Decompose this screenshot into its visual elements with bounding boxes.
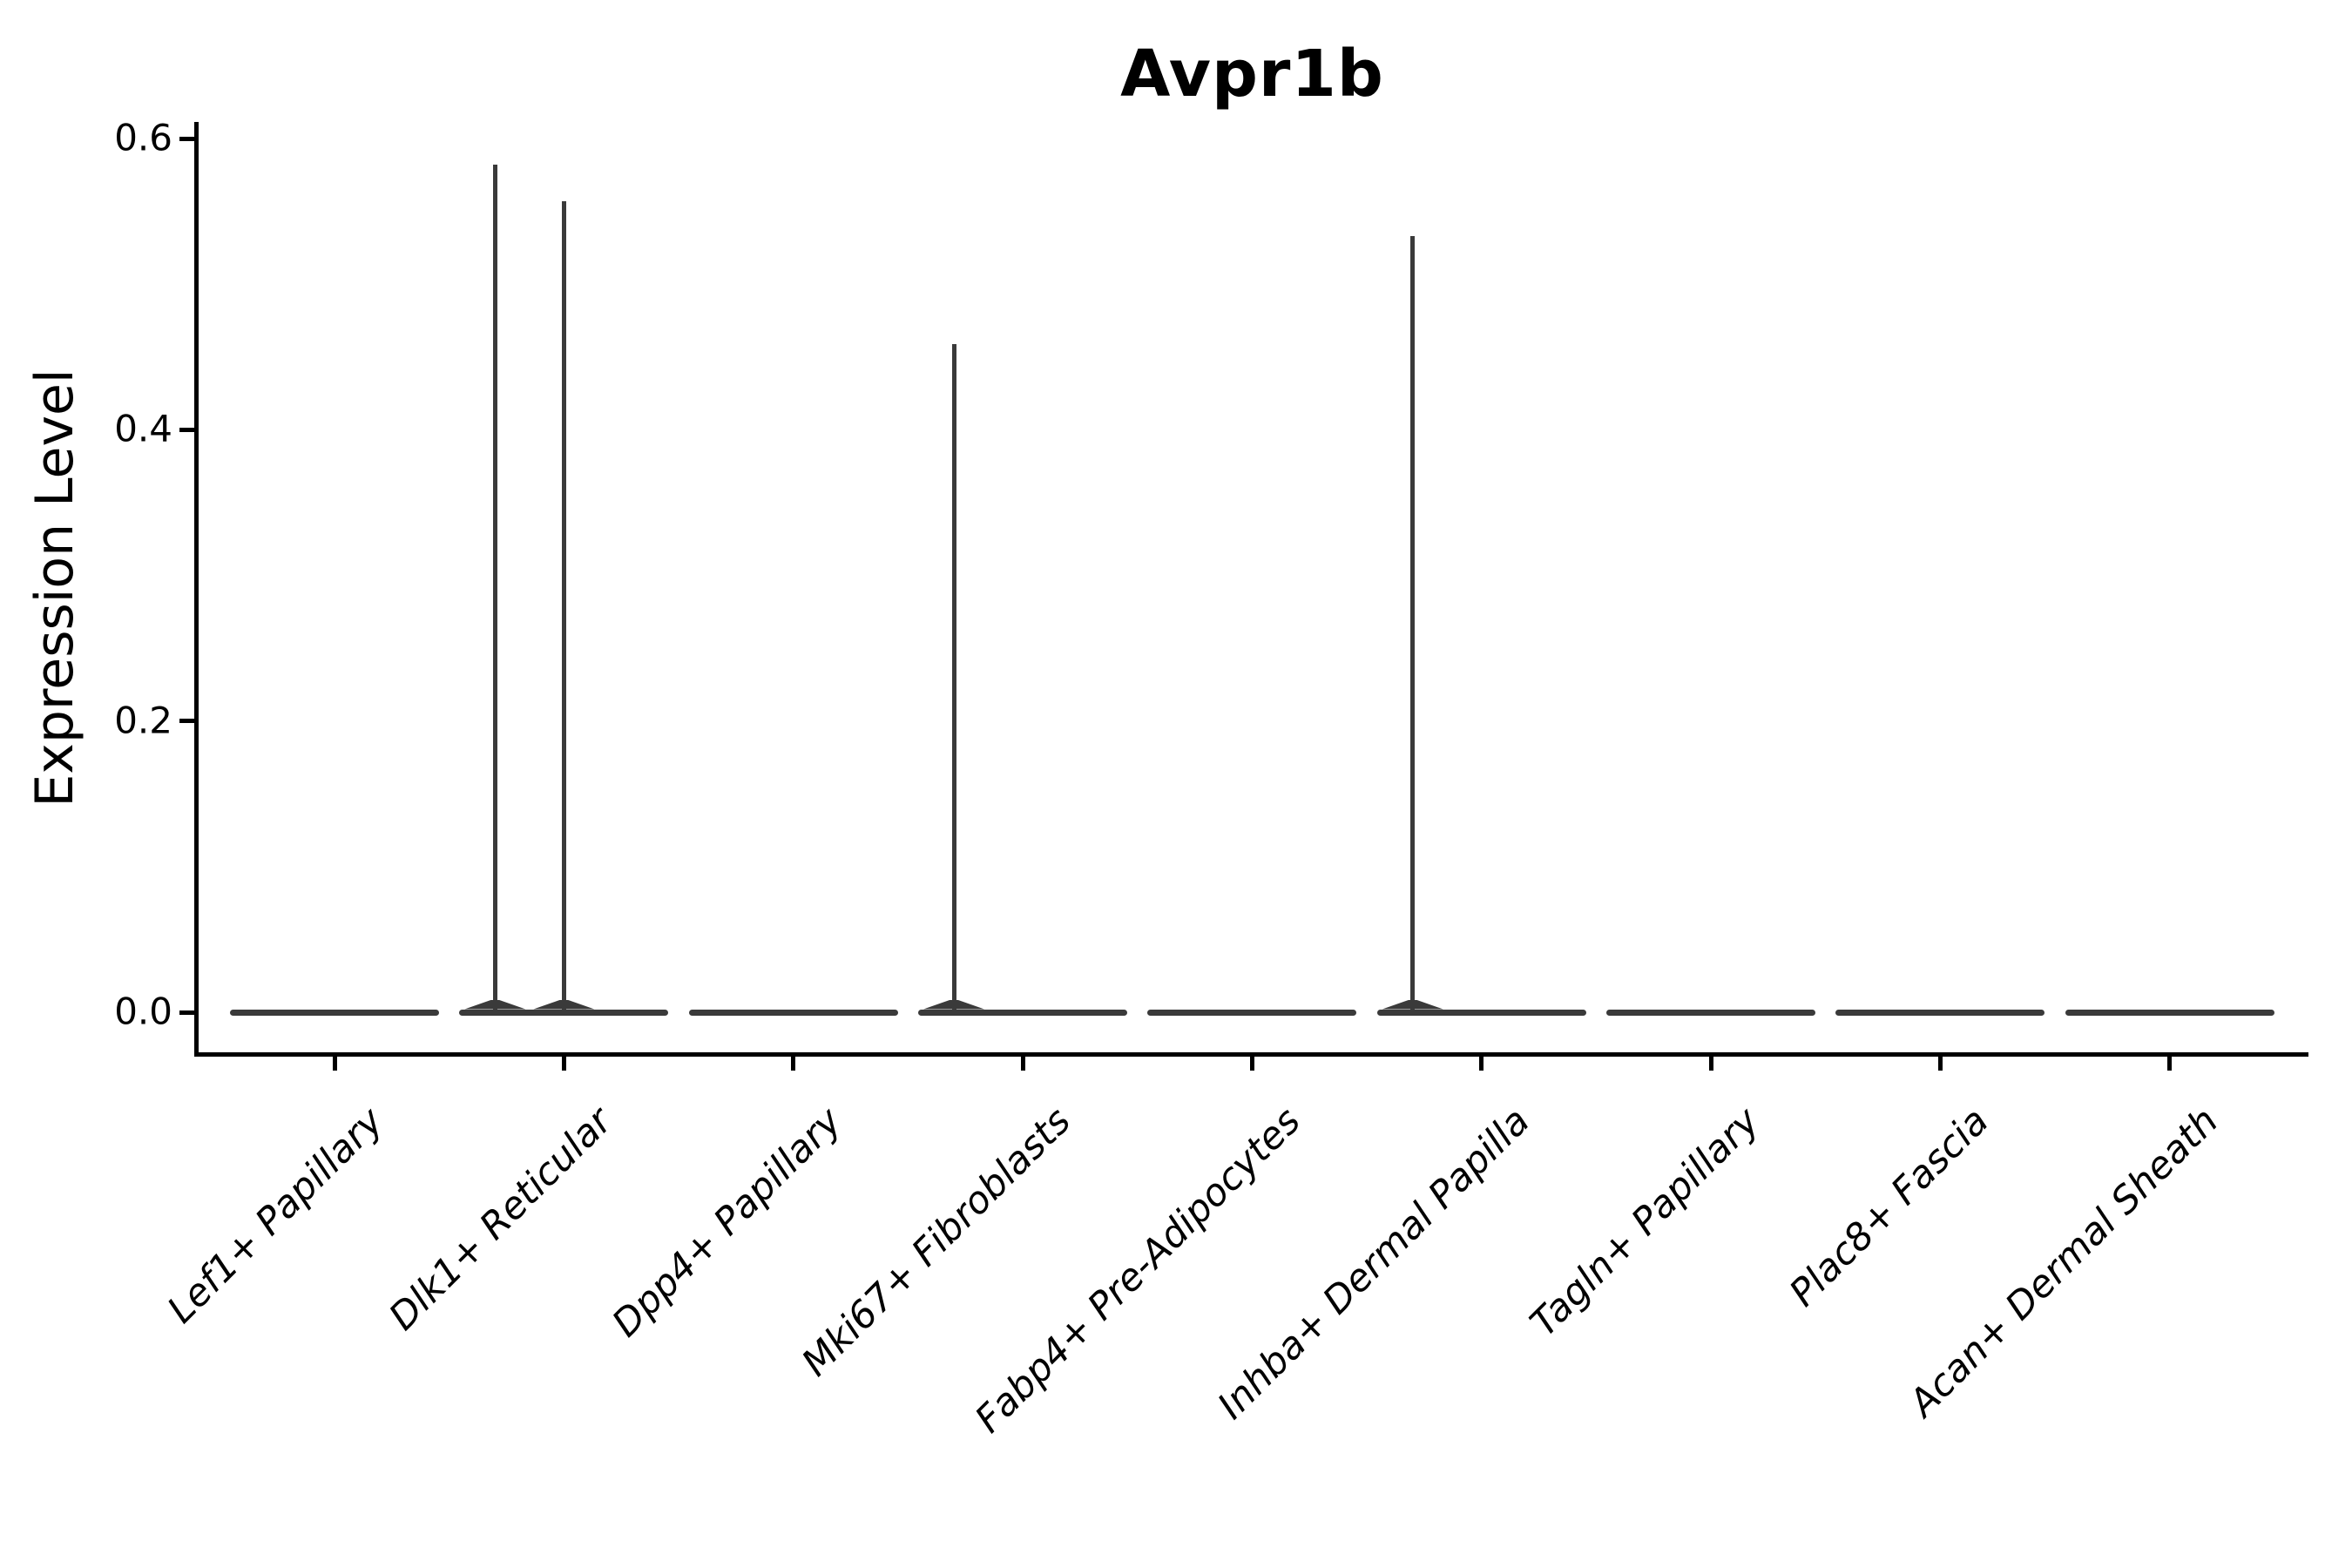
x-tick-mark <box>1937 1056 1943 1071</box>
violin-body <box>1835 1009 2045 1016</box>
y-tick-label: 0.4 <box>114 407 172 450</box>
x-tick-mark <box>2167 1056 2173 1071</box>
y-tick-mark <box>179 136 194 141</box>
x-tick-label: Dpp4+ Papillary <box>604 1099 851 1346</box>
violin-body <box>2065 1009 2274 1016</box>
plot-title: Avpr1b <box>1120 37 1384 112</box>
x-tick-label: Dlk1+ Reticular <box>381 1099 621 1340</box>
violin-spike <box>1410 236 1416 1012</box>
x-tick-mark <box>791 1056 796 1071</box>
y-axis-spine <box>193 122 199 1057</box>
x-axis-spine <box>193 1051 2308 1057</box>
violin-body <box>230 1009 439 1016</box>
violin-body <box>918 1009 1128 1016</box>
y-tick-label: 0.2 <box>114 699 172 742</box>
x-tick-label: Plac8+ Fascia <box>1781 1099 1997 1315</box>
violin-body <box>1606 1009 1816 1016</box>
y-tick-label: 0.0 <box>114 990 172 1033</box>
violin-body <box>1147 1009 1357 1016</box>
x-tick-mark <box>1020 1056 1025 1071</box>
violin-body <box>688 1009 898 1016</box>
x-tick-mark <box>332 1056 337 1071</box>
violin-spike <box>492 165 497 1012</box>
x-tick-mark <box>561 1056 566 1071</box>
y-tick-mark <box>179 719 194 724</box>
y-axis-label: Expression Level <box>24 368 85 808</box>
violin-spike <box>561 201 566 1012</box>
violin-body <box>1376 1009 1586 1016</box>
y-tick-label: 0.6 <box>114 116 172 159</box>
x-tick-mark <box>1479 1056 1484 1071</box>
violin-spike <box>951 343 956 1012</box>
y-tick-mark <box>179 427 194 432</box>
x-tick-label: Tagln+ Papillary <box>1522 1099 1768 1346</box>
y-tick-mark <box>179 1010 194 1015</box>
x-tick-mark <box>1708 1056 1713 1071</box>
violin-body <box>459 1009 669 1016</box>
x-tick-mark <box>1249 1056 1254 1071</box>
x-tick-label: Lef1+ Papillary <box>159 1099 392 1332</box>
